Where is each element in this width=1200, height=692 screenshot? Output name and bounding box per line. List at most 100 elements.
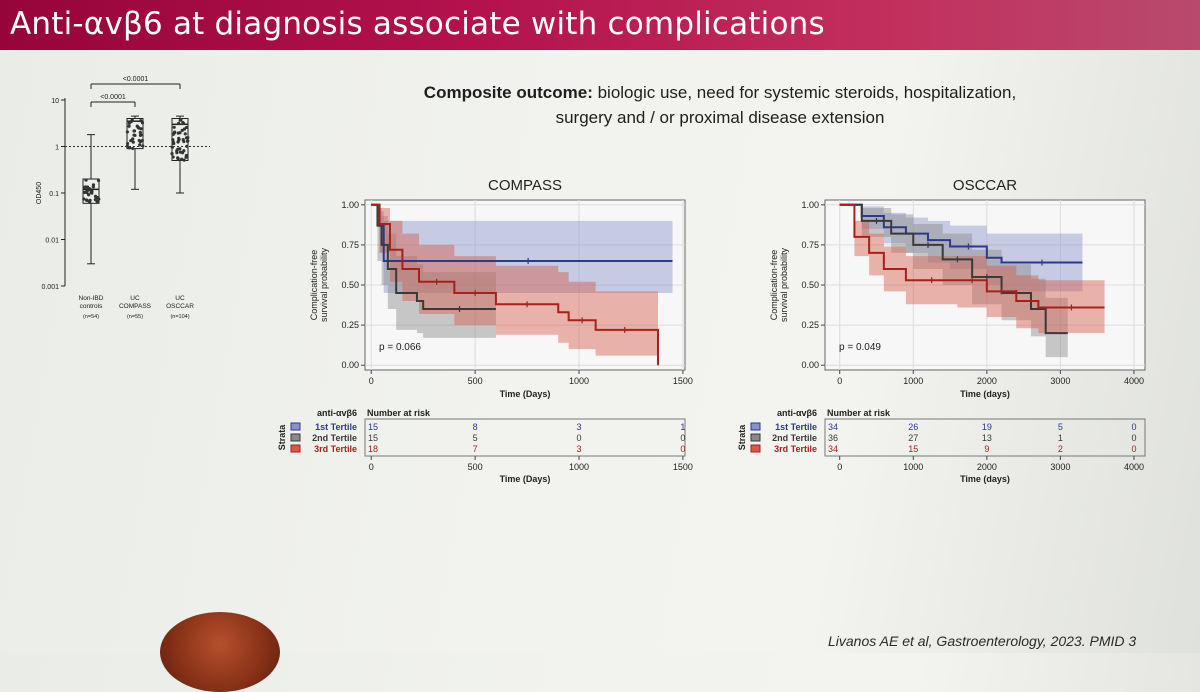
risk-count: 0 (1131, 422, 1136, 432)
x-tick-label: 3000 (1050, 376, 1070, 386)
data-point (90, 191, 94, 195)
risk-x-tick-label: 3000 (1050, 462, 1070, 472)
audience-head-silhouette (160, 612, 280, 692)
strata-swatch (750, 433, 761, 442)
confidence-band-3 (371, 204, 658, 366)
risk-count: 1 (680, 422, 685, 432)
risk-count: 26 (908, 422, 918, 432)
risk-header: anti-αvβ6 (317, 408, 357, 418)
strata-name: 1st Tertile (315, 422, 357, 432)
data-point (182, 158, 186, 162)
risk-header-2: Number at risk (827, 408, 891, 418)
data-point (84, 178, 88, 182)
box (82, 178, 100, 204)
outcome-line-1: biologic use, need for systemic steroids… (592, 83, 1017, 102)
strata-name: 3rd Tertile (774, 444, 817, 454)
y-tick-label: 1 (55, 145, 59, 152)
risk-count: 7 (473, 444, 478, 454)
data-point (139, 127, 143, 131)
risk-header: anti-αvβ6 (777, 408, 817, 418)
risk-count: 19 (982, 422, 992, 432)
y-axis-label-line1: Complication-free (769, 250, 779, 321)
risk-count: 18 (368, 444, 378, 454)
risk-count: 3 (577, 422, 582, 432)
risk-x-tick-label: 0 (369, 462, 374, 472)
y-tick-label: 0.25 (341, 320, 359, 330)
group-n: (n=54) (83, 314, 99, 320)
data-point (178, 118, 182, 122)
data-point (138, 143, 142, 147)
data-point (93, 197, 97, 202)
data-point (180, 157, 184, 161)
slide-title: Anti-αvβ6 at diagnosis associate with co… (10, 6, 825, 42)
data-point (177, 121, 181, 125)
data-point (183, 132, 187, 136)
y-tick-label: 0.75 (341, 240, 359, 250)
data-point (136, 125, 140, 129)
strata-label: Strata (737, 424, 747, 451)
risk-count: 5 (1058, 422, 1063, 432)
risk-count: 5 (473, 433, 478, 443)
p-value: p = 0.049 (839, 342, 881, 353)
y-tick-label: 0.1 (49, 191, 59, 198)
data-point (141, 144, 145, 148)
data-point (186, 136, 190, 140)
data-point (131, 140, 135, 144)
data-point (170, 145, 174, 149)
data-point (125, 141, 130, 146)
confidence-band-1 (371, 204, 673, 294)
data-point (82, 197, 86, 201)
x-tick-label: 0 (369, 376, 374, 386)
strata-name: 2nd Tertile (312, 433, 357, 443)
group-label: Non-IBD (79, 295, 104, 302)
data-point (185, 144, 189, 148)
risk-count: 3 (577, 444, 582, 454)
data-point (87, 187, 92, 191)
group-label: OSCCAR (166, 303, 194, 310)
group-n: (n=55) (127, 314, 143, 320)
risk-x-tick-label: 500 (468, 462, 483, 472)
data-point (84, 198, 89, 202)
risk-count: 13 (982, 433, 992, 443)
y-axis-label: OD450 (36, 182, 43, 204)
data-point (91, 185, 95, 189)
chart-title: COMPASS (488, 177, 562, 194)
data-point (170, 151, 174, 156)
data-point (177, 137, 181, 142)
data-point (171, 140, 175, 144)
risk-x-tick-label: 1500 (673, 462, 693, 472)
data-point (125, 144, 129, 148)
risk-count: 0 (680, 433, 685, 443)
y-tick-label: 1.00 (801, 200, 819, 210)
risk-count: 9 (984, 444, 989, 454)
group-label: COMPASS (119, 303, 152, 310)
data-point (95, 195, 99, 200)
x-tick-label: 2000 (977, 376, 997, 386)
data-point (184, 153, 188, 158)
survival-line-1 (839, 203, 1083, 264)
risk-table-box (364, 418, 686, 457)
y-axis-label-line1: Complication-free (309, 250, 319, 321)
data-point (125, 130, 129, 134)
risk-count: 0 (680, 444, 685, 454)
outcome-bold-label: Composite outcome: (423, 83, 593, 102)
risk-count: 8 (473, 422, 478, 432)
data-point (176, 131, 180, 135)
data-point (132, 129, 137, 133)
data-point (87, 200, 92, 204)
x-tick-label: 1500 (673, 376, 693, 386)
group-label: UC (130, 295, 140, 302)
x-tick-label: 500 (468, 376, 483, 386)
risk-count: 0 (1131, 433, 1136, 443)
risk-count: 15 (368, 433, 378, 443)
x-tick-label: 1000 (903, 376, 923, 386)
data-point (171, 155, 175, 159)
y-tick-label: 0.00 (801, 360, 819, 370)
data-point (176, 140, 180, 144)
risk-x-axis-label: Time (Days) (500, 474, 551, 484)
confidence-band-2 (371, 204, 496, 338)
data-point (96, 199, 100, 203)
y-axis-label-line2: survival probability (779, 247, 789, 322)
